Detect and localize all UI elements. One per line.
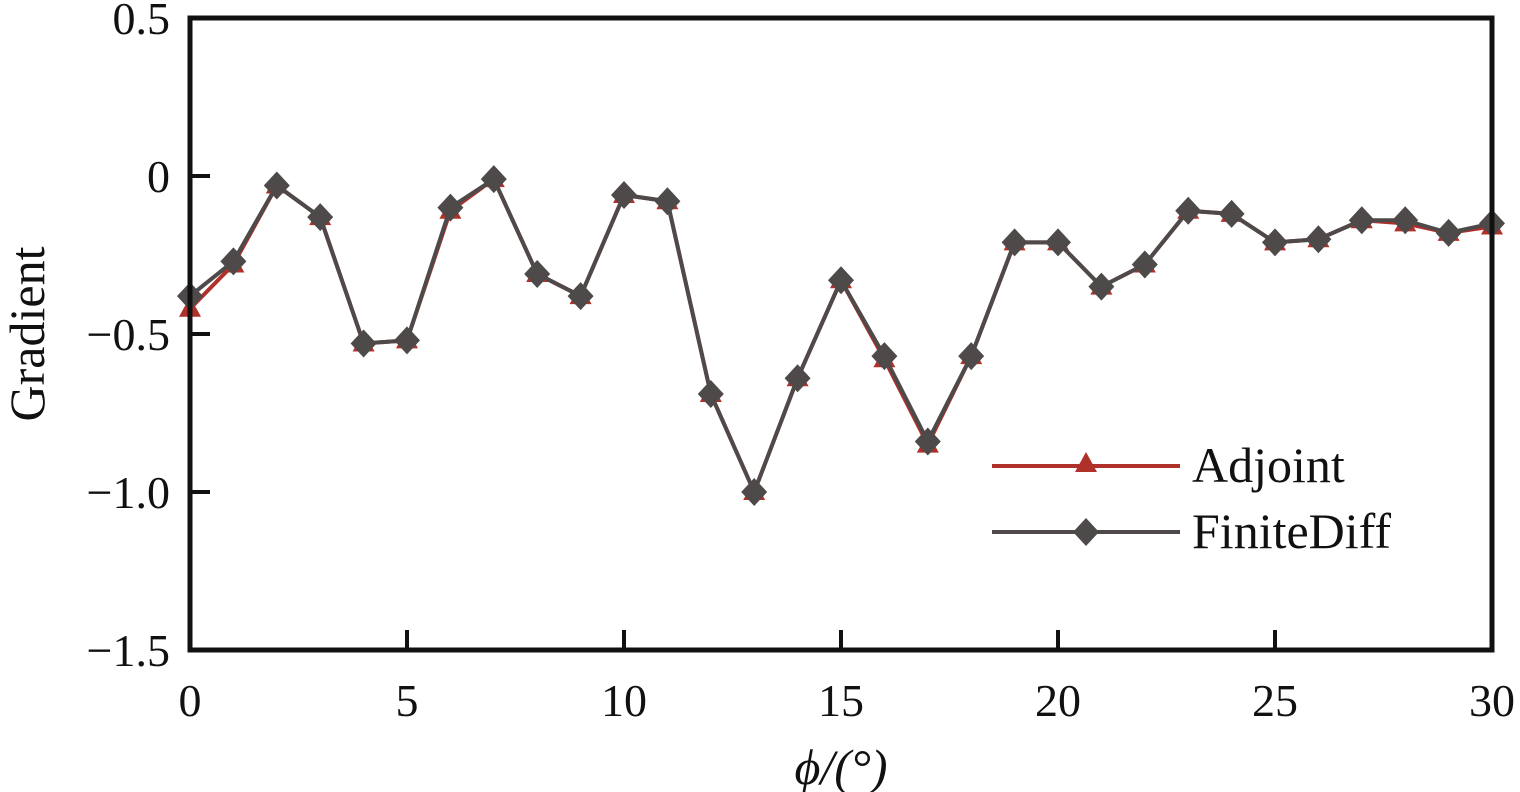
y-tick-label: 0.5 — [113, 0, 171, 44]
point-finitediff — [1348, 206, 1375, 235]
legend: Adjoint FiniteDiff — [992, 437, 1391, 559]
point-finitediff — [958, 342, 985, 371]
point-finitediff — [263, 171, 290, 200]
x-tick-label: 20 — [1035, 675, 1081, 726]
point-finitediff — [828, 266, 854, 295]
legend-finitediff-label: FiniteDiff — [1192, 503, 1391, 559]
point-finitediff — [1392, 206, 1419, 235]
point-finitediff — [697, 380, 724, 409]
x-axis-title: ϕ/(°) — [794, 739, 887, 792]
point-finitediff — [437, 193, 464, 222]
point-finitediff — [1175, 196, 1202, 225]
point-finitediff — [350, 329, 377, 358]
point-finitediff — [1305, 225, 1332, 254]
y-tick-label: −0.5 — [87, 309, 170, 360]
point-finitediff — [1088, 272, 1115, 301]
x-tick-label: 5 — [396, 675, 419, 726]
x-tick-label: 30 — [1469, 675, 1515, 726]
point-finitediff — [1131, 250, 1158, 279]
point-finitediff — [1218, 199, 1245, 228]
point-finitediff — [220, 247, 247, 276]
plot-layer — [177, 165, 1505, 506]
point-finitediff — [1262, 228, 1288, 257]
x-tick-label: 15 — [818, 675, 864, 726]
point-finitediff — [611, 180, 637, 209]
point-finitediff — [654, 187, 681, 216]
x-tick-label: 10 — [601, 675, 647, 726]
point-finitediff — [1435, 218, 1462, 247]
point-finitediff — [480, 165, 507, 194]
y-axis-title: Gradient — [0, 246, 55, 421]
x-tick-label: 25 — [1252, 675, 1298, 726]
ticks-layer: 0 5 10 15 20 25 30 0.5 0 −0.5 −1.0 −1.5 — [87, 0, 1515, 726]
point-finitediff — [307, 203, 334, 232]
legend-finitediff-marker — [1073, 518, 1099, 546]
y-tick-label: −1.0 — [87, 467, 170, 518]
point-finitediff — [394, 326, 420, 355]
y-tick-label: 0 — [147, 151, 170, 202]
y-tick-label: −1.5 — [87, 625, 170, 676]
point-finitediff — [914, 427, 941, 456]
point-finitediff — [524, 259, 551, 288]
point-finitediff — [567, 282, 594, 311]
legend-adjoint-marker — [1075, 452, 1097, 472]
legend-adjoint-label: Adjoint — [1192, 437, 1345, 493]
point-finitediff — [741, 478, 768, 506]
point-finitediff — [1001, 228, 1028, 257]
point-finitediff — [784, 364, 811, 393]
point-finitediff — [1045, 228, 1071, 257]
point-finitediff — [871, 342, 898, 371]
x-tick-label: 0 — [179, 675, 202, 726]
